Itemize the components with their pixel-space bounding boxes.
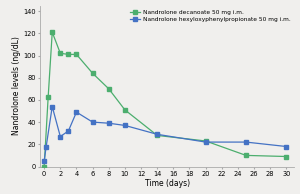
Line: Nandrolone hexyloxyphenylpropionate 50 mg i.m.: Nandrolone hexyloxyphenylpropionate 50 m… — [43, 105, 288, 163]
Nandrolone hexyloxyphenylpropionate 50 mg i.m. — [123, 124, 127, 127]
Nandrolone hexyloxyphenylpropionate 50 mg i.m. — [58, 135, 62, 138]
Nandrolone hexyloxyphenylpropionate 50 mg i.m. — [75, 111, 78, 113]
Nandrolone hexyloxyphenylpropionate 50 mg i.m. — [244, 141, 248, 143]
Nandrolone hexyloxyphenylpropionate 50 mg i.m. — [155, 133, 159, 135]
Nandrolone decanoate 50 mg i.m. — [67, 53, 70, 55]
Nandrolone decanoate 50 mg i.m. — [91, 72, 94, 74]
Nandrolone decanoate 50 mg i.m. — [244, 154, 248, 157]
Nandrolone hexyloxyphenylpropionate 50 mg i.m. — [50, 105, 54, 108]
Legend: Nandrolone decanoate 50 mg i.m., Nandrolone hexyloxyphenylpropionate 50 mg i.m.: Nandrolone decanoate 50 mg i.m., Nandrol… — [129, 9, 292, 23]
Nandrolone decanoate 50 mg i.m. — [107, 88, 111, 90]
Y-axis label: Nandrolone levels (ng/dL): Nandrolone levels (ng/dL) — [12, 37, 21, 135]
Nandrolone hexyloxyphenylpropionate 50 mg i.m. — [91, 121, 94, 123]
Nandrolone decanoate 50 mg i.m. — [58, 52, 62, 55]
Nandrolone hexyloxyphenylpropionate 50 mg i.m. — [204, 141, 207, 143]
Nandrolone decanoate 50 mg i.m. — [46, 95, 50, 98]
Nandrolone hexyloxyphenylpropionate 50 mg i.m. — [107, 122, 111, 124]
Nandrolone decanoate 50 mg i.m. — [285, 155, 288, 158]
Nandrolone decanoate 50 mg i.m. — [50, 31, 54, 33]
Nandrolone decanoate 50 mg i.m. — [42, 165, 46, 168]
Nandrolone decanoate 50 mg i.m. — [75, 53, 78, 55]
Nandrolone hexyloxyphenylpropionate 50 mg i.m. — [44, 145, 48, 148]
Nandrolone hexyloxyphenylpropionate 50 mg i.m. — [285, 145, 288, 148]
Nandrolone decanoate 50 mg i.m. — [155, 134, 159, 137]
Nandrolone decanoate 50 mg i.m. — [123, 109, 127, 111]
X-axis label: Time (days): Time (days) — [145, 179, 190, 188]
Nandrolone decanoate 50 mg i.m. — [204, 140, 207, 142]
Nandrolone hexyloxyphenylpropionate 50 mg i.m. — [67, 130, 70, 132]
Nandrolone hexyloxyphenylpropionate 50 mg i.m. — [42, 160, 46, 162]
Line: Nandrolone decanoate 50 mg i.m.: Nandrolone decanoate 50 mg i.m. — [43, 31, 288, 168]
